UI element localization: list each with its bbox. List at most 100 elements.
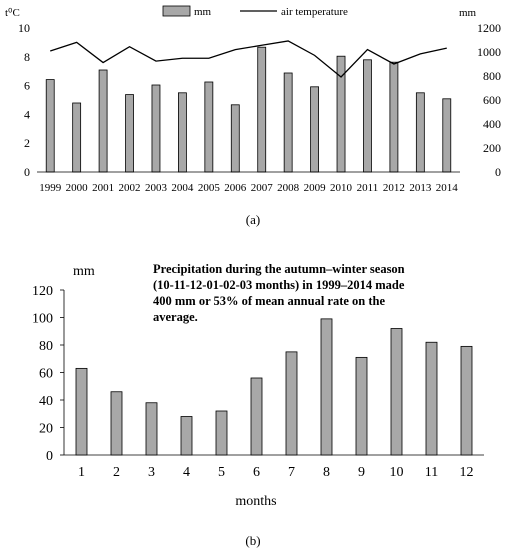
- month-tick-label: 11: [425, 465, 438, 480]
- right-tick-label: 800: [483, 69, 501, 83]
- year-tick-label: 2011: [357, 182, 379, 194]
- year-tick-label: 2012: [383, 182, 405, 194]
- y-tick-label: 80: [39, 339, 53, 354]
- year-tick-label: 2008: [277, 182, 300, 194]
- month-bar: [110, 391, 123, 456]
- year-tick-label: 2001: [92, 182, 114, 194]
- precipitation-bar: [389, 61, 399, 173]
- right-tick-label: 400: [483, 117, 501, 131]
- month-tick-label: 3: [148, 465, 155, 480]
- year-tick-label: 2007: [251, 182, 274, 194]
- precipitation-bar: [98, 69, 108, 173]
- year-tick-label: 2006: [224, 182, 247, 194]
- legend: mm air temperature: [162, 5, 348, 18]
- year-tick-label: 2002: [119, 182, 141, 194]
- legend-swatch-bars: [162, 5, 191, 17]
- legend-label-bars: mm: [194, 6, 212, 18]
- y-axis-ticks: 0 20 40 60 80 100 120: [32, 284, 64, 464]
- month-tick-label: 10: [390, 465, 404, 480]
- y-tick-label: 20: [39, 422, 53, 437]
- annotation: Precipitation during the autumn–winter s…: [153, 262, 405, 324]
- month-tick-label: 12: [460, 465, 474, 480]
- month-tick-labels: 1 2 3 4 5 6 7 8 9 10 11 12: [78, 465, 474, 480]
- month-bar: [250, 377, 263, 456]
- annotation-line-3: 400 mm or 53% of mean annual rate on the: [153, 294, 386, 308]
- left-tick-label: 8: [24, 50, 30, 64]
- month-tick-label: 1: [78, 465, 85, 480]
- right-tick-label: 200: [483, 141, 501, 155]
- annotation-line-4: average.: [153, 310, 198, 324]
- y-tick-label: 120: [32, 284, 53, 299]
- annotation-line-2: (10-11-12-01-02-03 months) in 1999–2014 …: [153, 278, 405, 292]
- precipitation-bars: [45, 46, 452, 173]
- year-tick-labels: 1999 2000 2001 2002 2003 2004 2005 2006 2007 2008…: [39, 182, 458, 194]
- month-bar: [390, 328, 403, 456]
- y-tick-label: 0: [46, 449, 53, 464]
- annotation-line-1: Precipitation during the autumn–winter s…: [153, 262, 405, 276]
- panel-b-chart: mm Precipitation during the autumn–winte…: [32, 262, 484, 548]
- precipitation-bar: [125, 94, 134, 173]
- month-tick-label: 4: [183, 465, 190, 480]
- year-tick-label: 2014: [436, 182, 459, 194]
- year-tick-label: 2005: [198, 182, 221, 194]
- month-tick-label: 9: [358, 465, 365, 480]
- month-tick-label: 2: [113, 465, 120, 480]
- month-tick-label: 8: [323, 465, 330, 480]
- year-tick-label: 2013: [409, 182, 432, 194]
- precipitation-bar: [45, 79, 55, 173]
- precipitation-bar: [151, 84, 161, 173]
- right-tick-label: 600: [483, 93, 501, 107]
- left-tick-label: 6: [24, 79, 30, 93]
- x-axis-label: months: [235, 494, 276, 509]
- precipitation-bar: [230, 104, 240, 173]
- left-tick-label: 2: [24, 136, 30, 150]
- precipitation-bar: [363, 59, 372, 173]
- right-tick-label: 0: [495, 165, 501, 179]
- right-tick-label: 1000: [477, 45, 501, 59]
- month-tick-label: 5: [218, 465, 225, 480]
- y-axis-label: mm: [73, 264, 95, 279]
- precipitation-bar: [178, 92, 187, 173]
- precipitation-bar: [442, 98, 452, 173]
- month-bar: [460, 345, 473, 456]
- year-tick-label: 2000: [66, 182, 89, 194]
- y-tick-label: 60: [39, 367, 53, 382]
- left-tick-label: 10: [18, 21, 30, 35]
- precipitation-bar: [72, 102, 82, 173]
- month-bar: [75, 367, 88, 456]
- y-tick-label: 40: [39, 394, 53, 409]
- month-bar: [425, 341, 438, 456]
- right-axis-ticks: 0 200 400 600 800 1000 1200: [477, 21, 501, 179]
- left-tick-label: 4: [24, 107, 30, 121]
- year-tick-label: 2010: [330, 182, 353, 194]
- year-tick-label: 1999: [39, 182, 62, 194]
- temperature-line: [50, 40, 447, 78]
- right-axis-label: mm: [459, 7, 477, 19]
- month-bar: [285, 351, 298, 456]
- month-bar: [145, 402, 158, 456]
- precipitation-bar: [257, 46, 267, 173]
- month-tick-label: 6: [253, 465, 260, 480]
- legend-label-line: air temperature: [281, 6, 348, 18]
- left-axis-ticks: 0 2 4 6 8 10: [18, 21, 30, 179]
- precipitation-bar: [283, 72, 293, 173]
- precipitation-bar: [310, 86, 319, 173]
- year-tick-label: 2003: [145, 182, 168, 194]
- year-tick-label: 2009: [304, 182, 327, 194]
- month-bar: [215, 410, 228, 456]
- month-bar: [320, 318, 333, 456]
- y-tick-label: 100: [32, 312, 53, 327]
- month-bar: [355, 356, 368, 456]
- precipitation-bar: [415, 92, 425, 173]
- left-tick-label: 0: [24, 165, 30, 179]
- left-axis-label: t⁰C: [5, 7, 20, 19]
- panel-label-b: (b): [245, 533, 260, 548]
- right-tick-label: 1200: [477, 21, 501, 35]
- panel-label-a: (a): [246, 212, 260, 227]
- year-tick-label: 2004: [171, 182, 194, 194]
- monthly-precipitation-bars: [75, 318, 473, 456]
- month-tick-label: 7: [288, 465, 295, 480]
